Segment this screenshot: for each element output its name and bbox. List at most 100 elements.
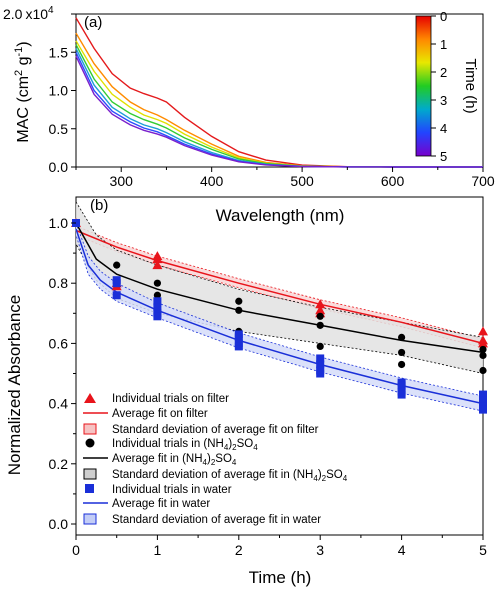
water-trial-point [479, 390, 487, 399]
legend-mid: ) [207, 453, 211, 465]
x-tick-label: 600 [381, 173, 405, 189]
legend-text: Average fit in (NH4)2SO4 [112, 453, 237, 467]
panel-a-y-top-mantissa: 2.0 [3, 6, 23, 22]
panel-a-y-label: MAC (cm2 g-1) [13, 41, 32, 142]
water-trial-point [112, 291, 121, 300]
colorbar-tick-label: 2 [440, 65, 447, 80]
legend-text: Individual trials in (NH4)2SO4 [112, 438, 258, 452]
x-tick-label: 500 [290, 173, 314, 189]
legend-entry-ammonium-std: Standard deviation of average fit in (NH… [83, 468, 348, 483]
mac-line-t6 [75, 55, 483, 168]
panel-a-series [75, 17, 484, 168]
panel-a-y-label-mid: g [15, 56, 32, 69]
legend-entry-water-fit: Average fit in water [83, 498, 210, 510]
panel-a-y-top-exp: x10 [25, 6, 48, 22]
panel-a-y-ticks: 0.0 0.5 1.0 1.5 [49, 13, 76, 175]
ammonium-trial-point [153, 279, 161, 287]
x-tick-label: 700 [471, 173, 495, 189]
panel-b-x-label: Time (h) [249, 568, 312, 587]
legend-blue-square-icon [85, 484, 94, 493]
x-tick-label: 5 [479, 542, 487, 558]
ammonium-trial-point [316, 342, 324, 351]
colorbar-ticks: 0 1 2 3 4 5 [431, 9, 447, 164]
legend-sub: 4 [203, 458, 208, 467]
colorbar-tick-label: 3 [440, 93, 447, 108]
water-trial-point [397, 390, 406, 399]
legend: Individual trials on filter Average fit … [83, 393, 348, 526]
water-trial-point [316, 354, 325, 363]
colorbar-gradient [415, 15, 432, 157]
ammonium-trial-point [479, 351, 487, 360]
ammonium-trial-point [113, 261, 121, 269]
water-std-lower [75, 234, 484, 412]
legend-end: SO [215, 453, 232, 465]
legend-text: Standard deviation of average fit in wat… [112, 514, 321, 526]
panel-a-label: (a) [84, 14, 102, 31]
ammonium-std-band [76, 201, 483, 374]
ammonium-trial-point [316, 312, 324, 320]
ammonium-trial-point [398, 333, 406, 341]
x-tick-label: 4 [398, 542, 406, 558]
panel-b-label: (b) [90, 197, 108, 214]
legend-text: Individual trials in water [112, 484, 232, 496]
legend-end: SO [326, 469, 343, 481]
y-tick-label: 1.0 [49, 83, 69, 99]
ammonium-trial-point [398, 348, 406, 357]
water-trial-point [479, 405, 487, 414]
panel-a-y-label-main: MAC (cm [15, 76, 32, 143]
legend-grey-box-icon [83, 468, 97, 480]
legend-entry-ammonium-fit: Average fit in (NH4)2SO4 [83, 453, 237, 467]
ammonium-trial-point [316, 321, 324, 329]
y-tick-label: 0.0 [49, 516, 69, 532]
water-trial-point [153, 312, 162, 321]
water-trial-point [397, 381, 406, 390]
ammonium-trial-point [235, 297, 243, 305]
panel-a-x-ticks: 300 400 500 600 700 [75, 167, 495, 189]
panel-b-y-label: Normalized Absorbance [5, 295, 24, 475]
panel-a-y-label-end: ) [15, 41, 32, 46]
x-tick-label: 3 [316, 542, 324, 558]
colorbar-tick-label: 5 [440, 149, 447, 164]
filter-fit-line [75, 229, 484, 345]
water-trial-point [112, 279, 121, 288]
legend-sub: 4 [232, 458, 237, 467]
legend-sub: 4 [253, 443, 258, 452]
water-trial-point [153, 297, 162, 306]
filter-trial-point [315, 299, 326, 309]
colorbar-tick-label: 0 [440, 9, 447, 24]
panel-a-y-top-tick: 2.0 x104 [3, 5, 54, 22]
legend-text-main: Average fit in (NH [112, 453, 203, 465]
water-trial-point [479, 396, 487, 405]
filter-trial-point [478, 338, 488, 348]
x-tick-label: 300 [110, 173, 134, 189]
ammonium-trial-point [398, 360, 406, 369]
colorbar-tick-label: 4 [440, 121, 447, 136]
legend-sub: 2 [211, 458, 216, 467]
ammonium-fit-line [75, 222, 484, 354]
legend-entry-ammonium-trials: Individual trials in (NH4)2SO4 [85, 438, 258, 452]
water-trial-point [153, 303, 162, 312]
panel-b-std-bands [75, 201, 484, 412]
x-tick-label: 400 [200, 173, 224, 189]
water-trial-point [316, 369, 325, 378]
legend-red-triangle-icon [84, 393, 96, 403]
water-trial-point [234, 333, 243, 342]
legend-entry-filter-trials: Individual trials on filter [84, 393, 229, 405]
panel-b-points [71, 218, 488, 414]
colorbar: 0 1 2 3 4 5 Time (h) [415, 9, 479, 164]
panel-b-y-ticks: 0.0 0.2 0.4 0.6 0.8 1.0 [49, 215, 76, 532]
legend-sub: 4 [343, 474, 348, 483]
legend-black-circle-icon [85, 438, 95, 448]
ammonium-trial-point [153, 291, 161, 299]
y-tick-label: 0.4 [49, 396, 69, 412]
y-tick-label: 0.6 [49, 335, 69, 351]
colorbar-label: Time (h) [462, 58, 479, 113]
x-tick-label: 1 [154, 542, 162, 558]
legend-red-box-icon [83, 423, 97, 435]
legend-entry-water-std: Standard deviation of average fit in wat… [83, 513, 321, 526]
legend-blue-box-icon [83, 513, 97, 525]
legend-sub: 4 [313, 474, 318, 483]
y-tick-label: 0.5 [49, 121, 69, 137]
y-tick-label: 0.2 [49, 456, 69, 472]
